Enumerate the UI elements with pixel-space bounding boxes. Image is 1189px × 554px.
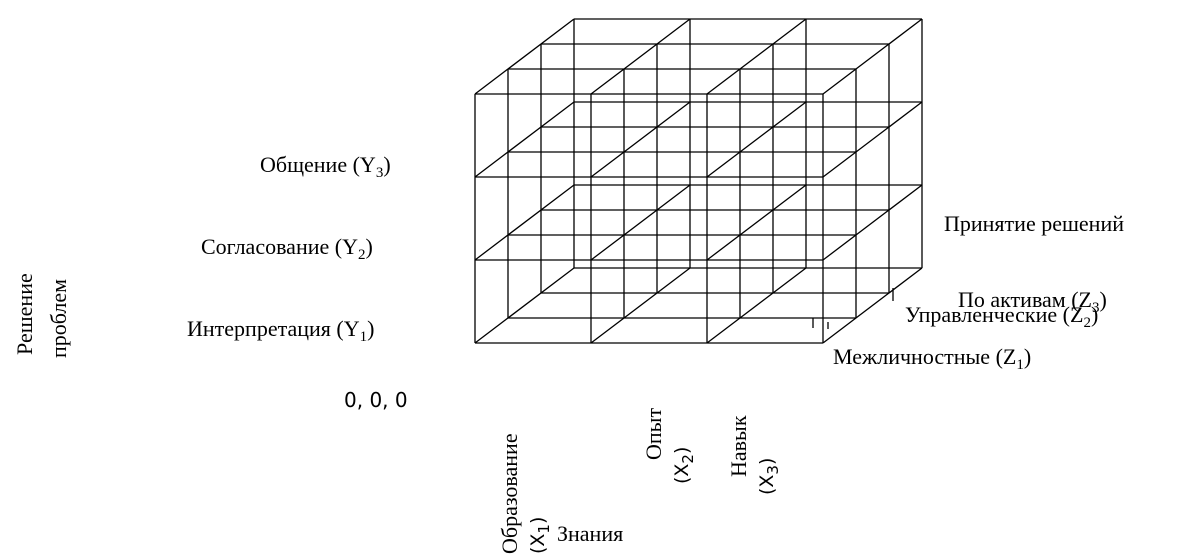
- x-item-education-name: Образование: [497, 433, 522, 554]
- grid-line-z: [474, 18, 575, 95]
- grid-line-z: [590, 18, 691, 95]
- grid-line-z: [706, 101, 807, 178]
- x-item-experience-code: (X2): [671, 446, 697, 484]
- grid-line-z: [474, 101, 575, 178]
- grid-line-z: [706, 184, 807, 261]
- z-axis-title: Принятие решений: [944, 211, 1124, 236]
- x-axis-title: Знания: [557, 521, 624, 546]
- grid-line-z: [822, 184, 923, 261]
- z-item-assets: По активам (Z3): [958, 287, 1107, 316]
- grid-line-z: [590, 184, 691, 261]
- y-item-interpretation: Интерпретация (Y1): [187, 316, 375, 345]
- y-axis-title-line2: проблем: [46, 278, 71, 358]
- y-axis-title-line1: Решение: [12, 273, 37, 355]
- grid-line-z: [590, 101, 691, 178]
- x-item-skill-name: Навык: [726, 415, 751, 477]
- y-item-coordination: Согласование (Y2): [201, 234, 373, 263]
- grid-line-z: [822, 101, 923, 178]
- grid-line-z: [474, 184, 575, 261]
- grid-line-z: [822, 267, 923, 344]
- y-item-communication: Общение (Y3): [260, 152, 391, 181]
- x-item-skill-code: (X3): [756, 457, 782, 495]
- grid-line-z: [706, 267, 807, 344]
- z-item-interpersonal: Межличностные (Z1): [833, 344, 1032, 373]
- grid-line-z: [822, 18, 923, 95]
- z-item-managerial: Управленческие (Z2): [905, 302, 1099, 331]
- grid-line-z: [706, 18, 807, 95]
- grid-line-z: [590, 267, 691, 344]
- x-item-experience-name: Опыт: [641, 407, 666, 460]
- origin-label: 0, 0, 0: [344, 388, 408, 412]
- x-item-education-code: (X1): [527, 516, 553, 554]
- grid-line-z: [474, 267, 575, 344]
